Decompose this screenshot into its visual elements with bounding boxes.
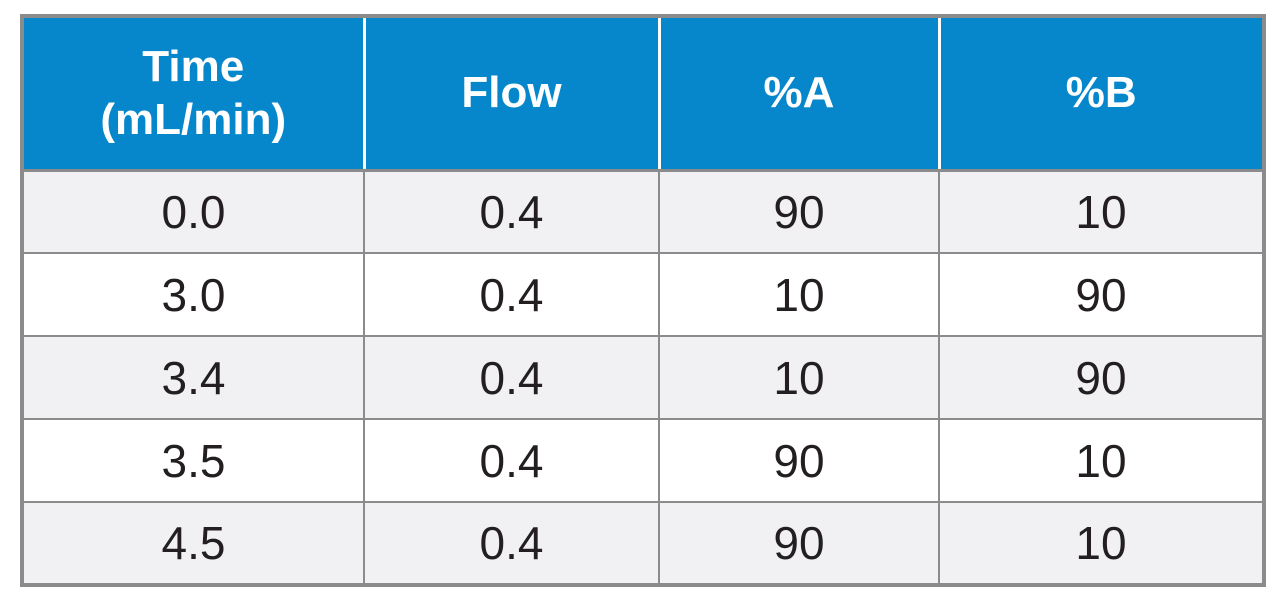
cell-flow: 0.4 [363, 335, 660, 420]
table-row: 3.4 0.4 10 90 [21, 335, 1265, 420]
table-row: 0.0 0.4 90 10 [21, 169, 1265, 254]
header-row: Time (mL/min) Flow %A %B [22, 16, 1264, 172]
cell-percent-a: 10 [658, 335, 940, 420]
cell-time: 3.5 [21, 418, 365, 503]
table-row: 3.0 0.4 10 90 [21, 252, 1265, 337]
cell-time: 0.0 [21, 169, 365, 254]
cell-percent-a: 90 [658, 418, 940, 503]
cell-percent-a: 90 [658, 169, 940, 254]
cell-percent-b: 90 [938, 252, 1265, 337]
cell-time: 3.0 [21, 252, 365, 337]
col-header-flow: Flow [362, 16, 659, 172]
cell-percent-a: 90 [658, 501, 940, 586]
cell-percent-b: 90 [938, 335, 1265, 420]
cell-percent-b: 10 [938, 418, 1265, 503]
col-header-percent-b: %B [937, 16, 1264, 172]
col-header-time: Time (mL/min) [22, 16, 364, 172]
table-row: 3.5 0.4 90 10 [21, 418, 1265, 503]
cell-time: 3.4 [21, 335, 365, 420]
cell-flow: 0.4 [363, 418, 660, 503]
cell-percent-b: 10 [938, 501, 1265, 586]
table-row: 4.5 0.4 90 10 [21, 501, 1265, 586]
cell-flow: 0.4 [363, 252, 660, 337]
cell-percent-b: 10 [938, 169, 1265, 254]
cell-flow: 0.4 [363, 501, 660, 586]
cell-flow: 0.4 [363, 169, 660, 254]
gradient-table: Time (mL/min) Flow %A %B 0.0 0.4 90 10 3… [20, 14, 1266, 587]
cell-percent-a: 10 [658, 252, 940, 337]
col-header-percent-a: %A [657, 16, 939, 172]
cell-time: 4.5 [21, 501, 365, 586]
